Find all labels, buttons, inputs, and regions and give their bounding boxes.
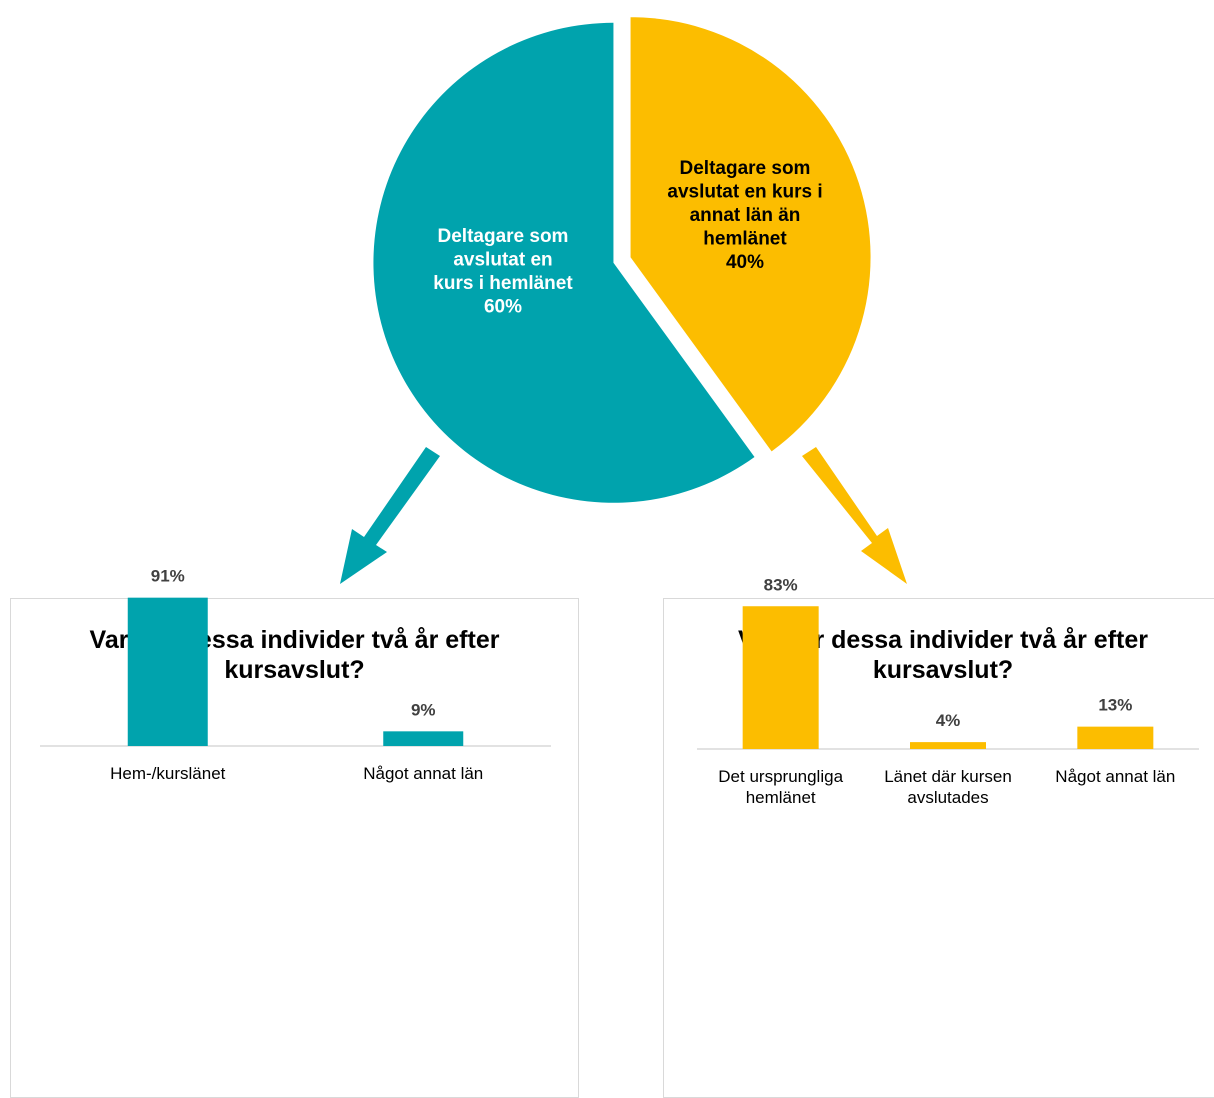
bar <box>383 731 464 746</box>
bar <box>127 597 208 746</box>
category-label: Något annat län <box>1055 767 1175 786</box>
pie-slice <box>373 22 755 503</box>
category-label: avslutades <box>907 788 988 807</box>
pie-slice <box>630 17 871 452</box>
bar <box>1077 726 1154 749</box>
plot-area: 83% Det ursprungliga hemlänet 4% Länet där k… <box>697 575 1199 807</box>
arrows <box>340 447 907 584</box>
bar-value-label: 83% <box>764 575 798 594</box>
pie-slice-label: kurs i hemlänet <box>433 273 573 294</box>
pie-slice-label: avslutat en kurs i <box>667 182 822 203</box>
pie-slice-label: annat län än <box>690 205 801 226</box>
category-label: Hem-/kurslänet <box>110 764 226 783</box>
bar-value-label: 9% <box>411 700 436 719</box>
category-label: hemlänet <box>746 788 816 807</box>
bar-value-label: 91% <box>151 567 185 586</box>
bar-value-label: 13% <box>1098 696 1132 715</box>
bar-value-label: 4% <box>936 711 961 730</box>
category-label: Länet där kursen <box>884 767 1012 786</box>
right-chart-panel: Var bor dessa individer två år efter kur… <box>663 575 1214 1098</box>
right-bar-chart: 83% Det ursprungliga hemlänet 4% Länet där k… <box>697 575 1199 807</box>
pie-slice-value-label: 60% <box>484 296 522 317</box>
arrow-right <box>802 447 907 584</box>
bar <box>742 606 819 749</box>
left-chart-panel: Var bor dessa individer två år efter kur… <box>10 567 579 1098</box>
category-label: Något annat län <box>363 764 483 783</box>
category-label: Det ursprungliga <box>718 767 843 786</box>
pie-slice-label: Deltagare som <box>438 226 569 247</box>
pie-slice-value-label: 40% <box>726 252 764 273</box>
arrow-left <box>340 447 440 584</box>
left-bar-chart: 91% Hem-/kurslänet 9% Något annat län <box>40 567 551 783</box>
plot-area: 91% Hem-/kurslänet 9% Något annat län <box>40 567 551 783</box>
bar <box>910 742 986 749</box>
pie-slice-label: Deltagare som <box>680 158 811 179</box>
pie-slice-label: avslutat en <box>453 249 552 270</box>
pie-slice-label: hemlänet <box>703 229 787 250</box>
